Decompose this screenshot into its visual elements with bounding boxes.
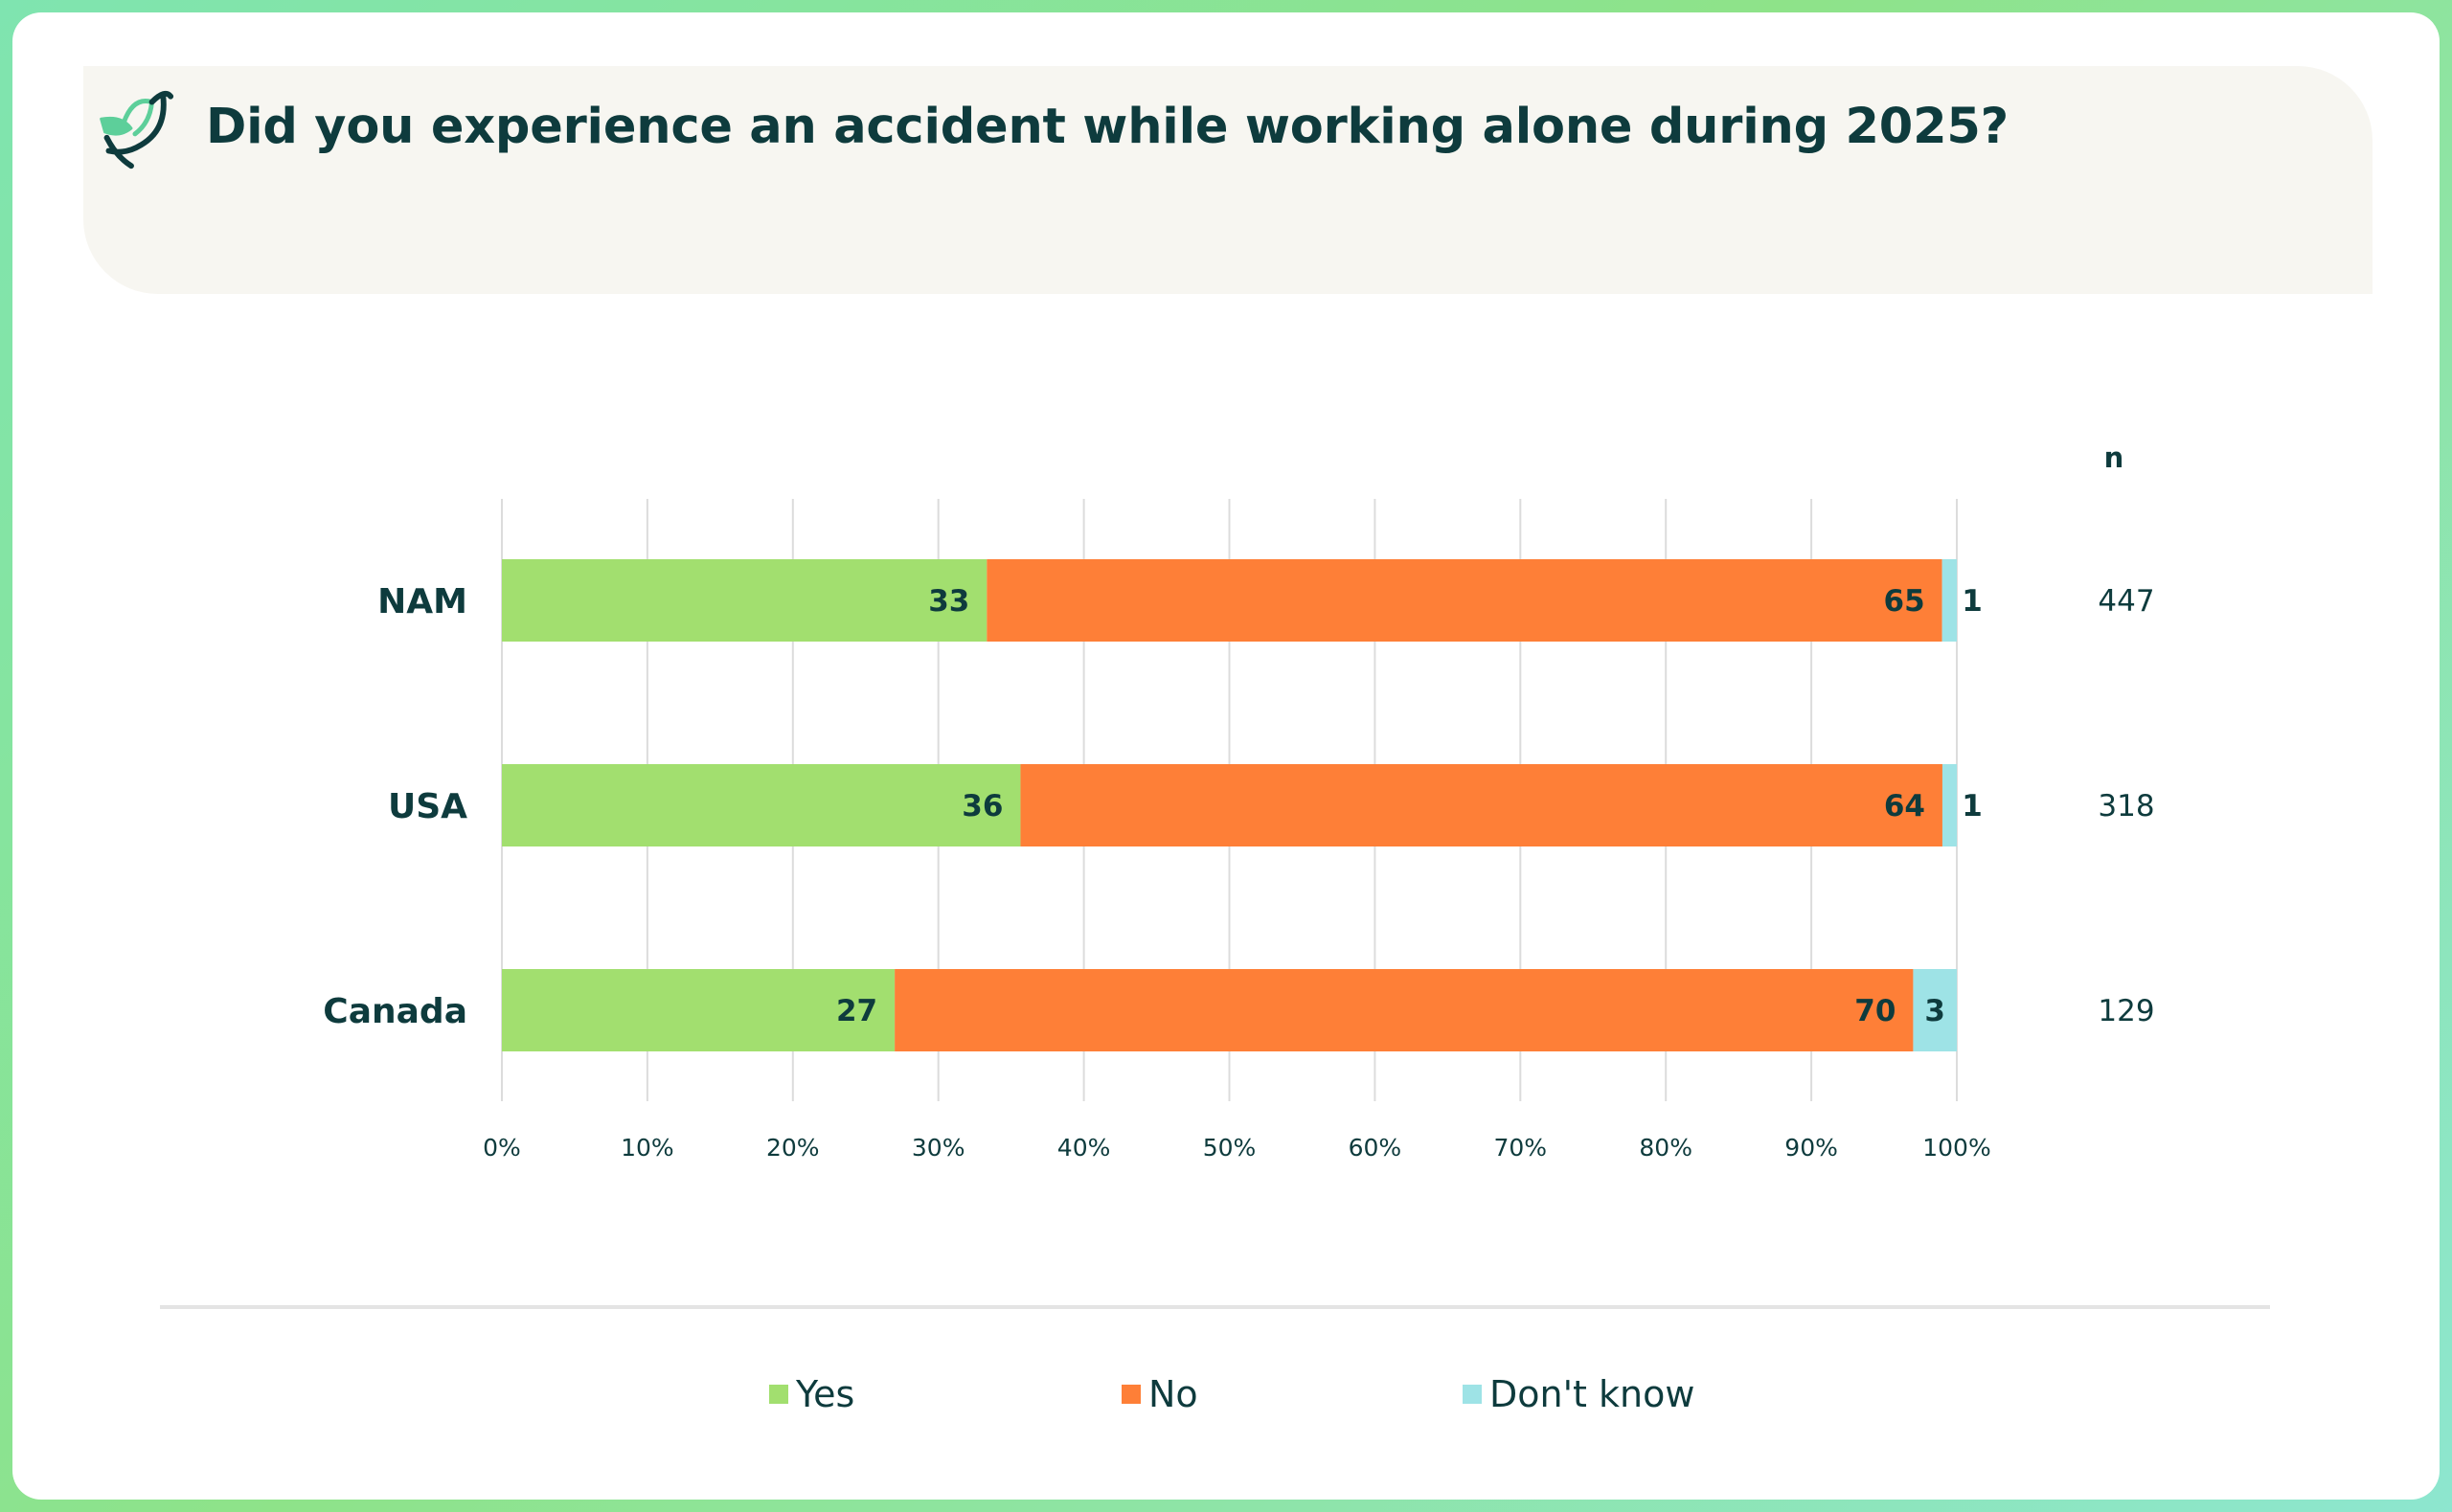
category-label: USA bbox=[388, 787, 467, 826]
bar-segment bbox=[1020, 764, 1942, 846]
chart-title: Did you experience an accident while wor… bbox=[206, 99, 2009, 155]
legend-divider bbox=[160, 1305, 2270, 1309]
legend-label-yes: Yes bbox=[796, 1373, 855, 1415]
chart-card bbox=[12, 12, 2440, 1500]
data-label: 3 bbox=[1924, 994, 1945, 1028]
data-label: 70 bbox=[1854, 994, 1896, 1028]
x-tick-label: 50% bbox=[1203, 1134, 1257, 1162]
data-label: 1 bbox=[1962, 789, 1983, 824]
x-tick-label: 20% bbox=[766, 1134, 820, 1162]
legend-swatch-yes bbox=[769, 1385, 788, 1404]
data-label: 27 bbox=[836, 994, 877, 1028]
x-tick-label: 90% bbox=[1784, 1134, 1838, 1162]
bar-segment bbox=[895, 969, 1914, 1051]
header-band bbox=[83, 66, 2373, 294]
data-label: 33 bbox=[928, 584, 969, 619]
x-tick-label: 80% bbox=[1639, 1134, 1692, 1162]
bar-segment bbox=[1913, 969, 1957, 1051]
legend-label-no: No bbox=[1148, 1373, 1198, 1415]
x-tick-label: 0% bbox=[483, 1134, 521, 1162]
n-value: 318 bbox=[2098, 789, 2154, 824]
legend-item-dont-know: Don't know bbox=[1463, 1370, 1694, 1418]
category-label: NAM bbox=[377, 582, 467, 621]
legend-label-dont-know: Don't know bbox=[1489, 1373, 1695, 1415]
legend-item-no: No bbox=[1122, 1370, 1198, 1418]
bar-segment bbox=[987, 559, 1942, 642]
x-tick-label: 60% bbox=[1349, 1134, 1402, 1162]
legend-swatch-dont-know bbox=[1463, 1385, 1482, 1404]
bird-logo-icon bbox=[100, 90, 174, 169]
data-label: 36 bbox=[962, 789, 1003, 824]
bar-segment bbox=[502, 969, 896, 1051]
n-value: 447 bbox=[2098, 584, 2154, 619]
bar-segment bbox=[1941, 764, 1957, 846]
bar-segment bbox=[502, 764, 1021, 846]
bar-segment bbox=[1941, 559, 1957, 642]
x-tick-label: 40% bbox=[1057, 1134, 1111, 1162]
x-tick-label: 70% bbox=[1494, 1134, 1548, 1162]
data-label: 1 bbox=[1962, 584, 1983, 619]
x-tick-label: 30% bbox=[912, 1134, 965, 1162]
legend-swatch-no bbox=[1122, 1385, 1141, 1404]
category-label: Canada bbox=[323, 992, 467, 1031]
n-value: 129 bbox=[2098, 994, 2154, 1028]
data-label: 65 bbox=[1884, 584, 1925, 619]
n-header: n bbox=[2104, 441, 2124, 474]
bar-segment bbox=[502, 559, 988, 642]
x-tick-label: 100% bbox=[1922, 1134, 1990, 1162]
x-tick-label: 10% bbox=[621, 1134, 674, 1162]
legend-item-yes: Yes bbox=[769, 1370, 854, 1418]
data-label: 64 bbox=[1884, 789, 1925, 824]
